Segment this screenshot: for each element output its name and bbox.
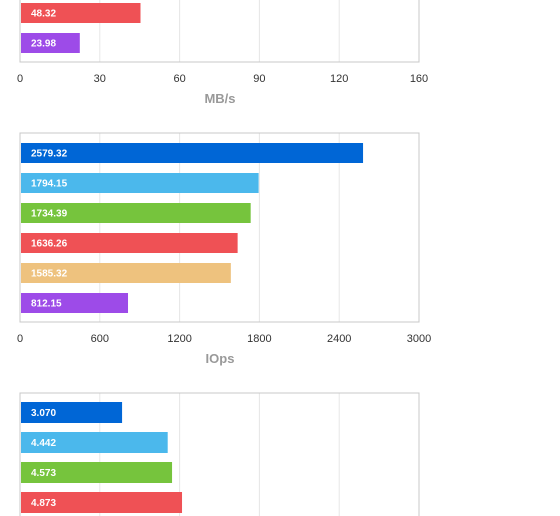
bar [21,462,173,483]
grid-lines [99,133,340,322]
x-axis-title: IOps [206,351,235,366]
x-tick-label: 0 [17,73,23,85]
bar [21,3,141,23]
bar-value-label: 1734.39 [31,209,68,220]
x-tick-label: 120 [330,73,348,85]
chart-latency: 3.070 4.442 4.573 4.873 [19,392,420,516]
bar-group: 3.070 4.442 4.573 4.873 [21,402,183,513]
bar [21,143,364,163]
x-tick-label: 2400 [327,333,351,345]
bar-value-label: 23.98 [31,39,56,50]
chart-mbs: 48.32 23.98 0 30 60 90 120 160 MB/s [17,0,428,106]
x-tick-labels: 0 600 1200 1800 2400 3000 [17,333,431,345]
chart-iops: 2579.32 1794.15 1734.39 1636.26 1585.32 812.1… [17,132,431,366]
bar [21,173,259,193]
bar [21,293,129,313]
bar-value-label: 4.442 [31,438,56,449]
bar [21,492,183,513]
bar [21,402,123,423]
x-tick-label: 1800 [247,333,271,345]
x-tick-label: 160 [410,73,428,85]
plot-frame [19,0,420,63]
x-axis-title: MB/s [204,91,235,106]
x-tick-labels: 0 30 60 90 120 160 [17,73,428,85]
bar [21,33,80,53]
bar [21,233,238,253]
bar [21,263,231,283]
x-tick-label: 3000 [407,333,431,345]
x-tick-label: 600 [91,333,109,345]
bar-value-label: 812.15 [31,299,62,310]
bar-value-label: 2579.32 [31,149,68,160]
bar-value-label: 3.070 [31,408,56,419]
x-tick-label: 0 [17,333,23,345]
bar-group: 2579.32 1794.15 1734.39 1636.26 1585.32 812.1… [21,143,364,313]
plot-frame [19,392,420,516]
x-tick-label: 30 [94,73,106,85]
x-tick-label: 90 [253,73,265,85]
bar-value-label: 1585.32 [31,269,68,280]
plot-frame [19,132,420,323]
bar-group: 48.32 23.98 [21,3,141,53]
bar-value-label: 1794.15 [31,179,68,190]
bar-value-label: 48.32 [31,9,56,20]
x-tick-label: 60 [173,73,185,85]
bar-value-label: 4.573 [31,468,56,479]
bar [21,432,168,453]
bar-value-label: 4.873 [31,498,56,509]
bar [21,203,251,223]
bar-value-label: 1636.26 [31,239,68,250]
x-tick-label: 1200 [167,333,191,345]
